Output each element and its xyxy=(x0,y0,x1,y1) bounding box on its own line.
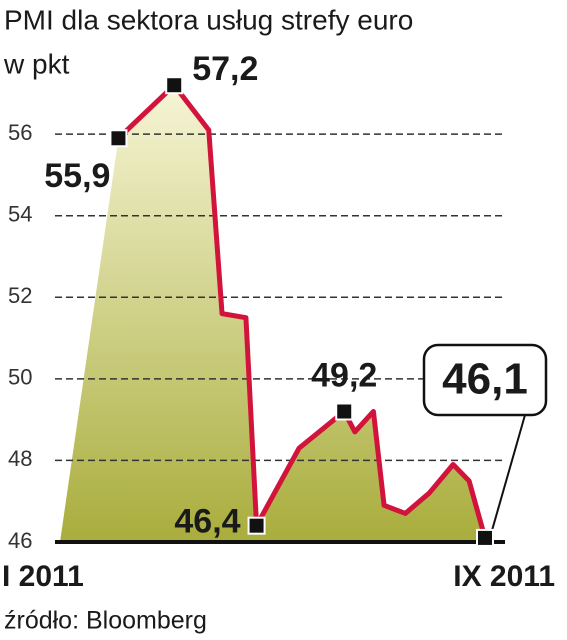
x-tick-label: IX 2011 xyxy=(453,560,555,593)
y-tick-label: 50 xyxy=(8,365,32,390)
chart-title: PMI dla sektora usług strefy euro xyxy=(4,4,413,35)
source: źródło: Bloomberg xyxy=(4,607,207,635)
y-tick-label: 52 xyxy=(8,283,32,308)
chart-subtitle: w pkt xyxy=(3,48,70,79)
x-tick-label: I 2011 xyxy=(2,560,84,593)
y-tick-label: 54 xyxy=(8,202,32,227)
y-tick-label: 48 xyxy=(8,446,32,471)
marker xyxy=(335,402,354,421)
callout-line xyxy=(490,414,526,535)
y-tick-label: 56 xyxy=(8,120,32,145)
y-tick-label: 46 xyxy=(8,528,32,553)
data-label: 57,2 xyxy=(192,50,258,88)
marker xyxy=(476,528,494,547)
area xyxy=(60,85,485,543)
line xyxy=(116,82,488,539)
data-label: 46,4 xyxy=(174,503,240,541)
marker xyxy=(109,129,128,148)
marker xyxy=(165,76,184,95)
marker xyxy=(247,516,266,535)
data-label: 55,9 xyxy=(44,157,110,195)
data-label: 49,2 xyxy=(311,356,377,394)
callout-box xyxy=(422,343,548,417)
data-label: 46,1 xyxy=(442,355,528,404)
